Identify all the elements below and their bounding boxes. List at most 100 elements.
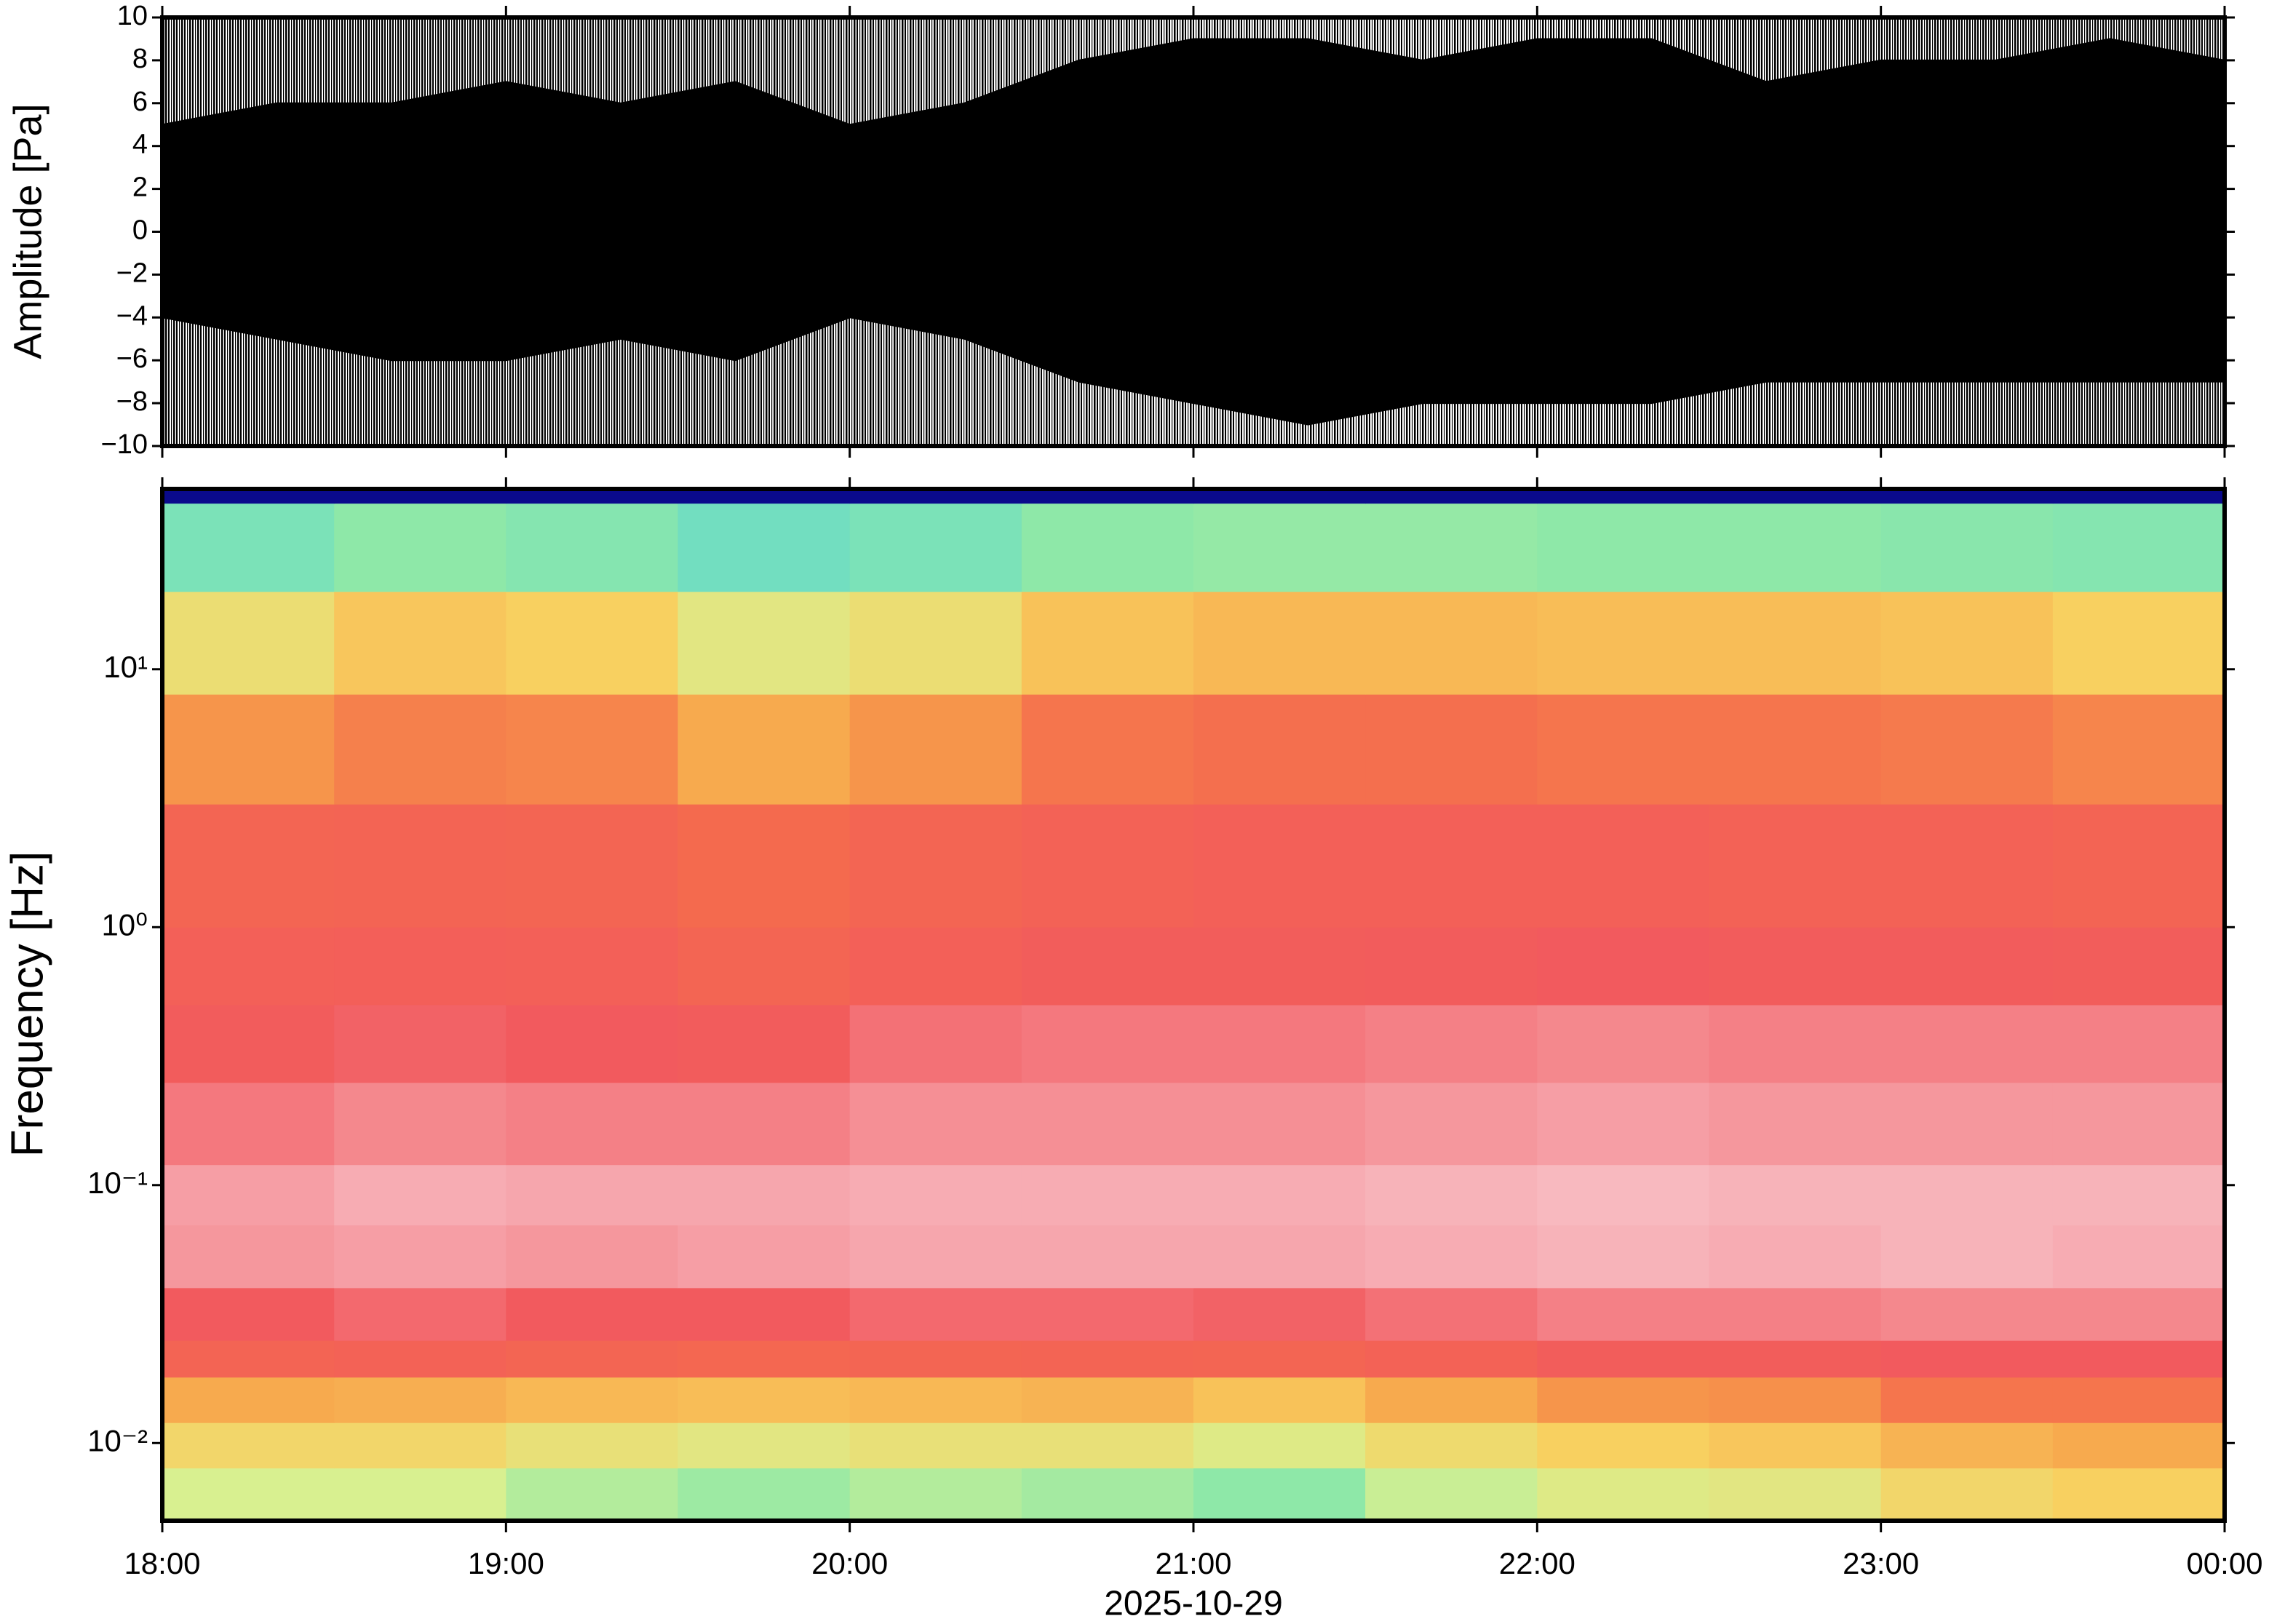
spectrogram-cell: [506, 1082, 678, 1166]
spectrogram-cell: [1365, 1422, 1538, 1469]
spectrogram-cell: [1021, 592, 1194, 695]
spectrogram-cell: [506, 503, 678, 592]
spectrogram-cell: [1021, 1422, 1194, 1469]
spectrogram-cell: [849, 927, 1022, 1006]
spectrogram-cell: [849, 1005, 1022, 1083]
spectrogram-cell: [677, 927, 851, 1006]
spectrogram-cell: [334, 592, 506, 695]
spectrogram-cell: [1021, 1005, 1194, 1083]
spectrogram-cell: [1880, 694, 2054, 805]
spectrogram-cell: [334, 804, 506, 928]
x-tick-label: 20:00: [811, 1546, 888, 1580]
y-tick-label: 10⁰: [101, 907, 148, 942]
spectrogram-cell: [1365, 1164, 1538, 1226]
spectrogram-cell: [1709, 1164, 1882, 1226]
spectrogram-cell: [1880, 1422, 2054, 1469]
spectrogram-cell: [1709, 1422, 1882, 1469]
spectrogram-cell: [1537, 1377, 1709, 1423]
spectrogram-cell: [334, 1287, 506, 1341]
y-axis-label: Frequency [Hz]: [2, 851, 52, 1157]
spectrogram-cell: [677, 592, 851, 695]
spectrogram-cell: [677, 1082, 851, 1166]
spectrogram-cell: [1365, 1005, 1538, 1083]
spectrogram-cell: [1021, 1082, 1194, 1166]
spectrogram-cell: [1880, 1287, 2054, 1341]
spectrogram-cell: [162, 1225, 335, 1289]
plot-frame: [160, 15, 2227, 448]
y-tick-label: 8: [132, 44, 148, 74]
y-tick-label: 6: [132, 87, 148, 117]
spectrogram-cell: [1537, 1468, 1709, 1521]
spectrogram-cell: [849, 1377, 1022, 1423]
y-axis-label: Amplitude [Pa]: [6, 103, 49, 359]
spectrogram-cell: [1021, 1225, 1194, 1289]
spectrogram-cell: [1365, 1340, 1538, 1378]
spectrogram-cell: [677, 1005, 851, 1083]
spectrogram-cell: [1365, 592, 1538, 695]
spectrogram-cell: [162, 804, 335, 928]
y-tick-label: −8: [116, 386, 148, 417]
spectrogram-cell: [1193, 1225, 1366, 1289]
spectrogram-cell: [1880, 927, 2054, 1006]
x-tick-label: 23:00: [1843, 1546, 1919, 1580]
spectrogram-cell: [162, 489, 335, 504]
y-tick-label: −6: [116, 343, 148, 374]
spectrogram-cell: [1537, 1005, 1709, 1083]
spectrogram-cell: [2052, 1225, 2225, 1289]
spectrogram-cell: [849, 804, 1022, 928]
spectrogram-cell: [1537, 927, 1709, 1006]
x-tick-label: 18:00: [124, 1546, 200, 1580]
spectrogram-cell: [334, 1422, 506, 1469]
spectrogram-cell: [2052, 1287, 2225, 1341]
spectrogram-cell: [1021, 927, 1194, 1006]
spectrogram-cell: [1193, 503, 1366, 592]
spectrogram-cell: [1365, 489, 1538, 504]
spectrogram-cell: [677, 503, 851, 592]
spectrogram-cell: [1021, 1468, 1194, 1521]
spectrogram-cell: [2052, 1468, 2225, 1521]
spectrogram-cell: [162, 1377, 335, 1423]
spectrogram-cell: [2052, 503, 2225, 592]
spectrogram-cell: [2052, 592, 2225, 695]
spectrogram-cell: [2052, 1422, 2225, 1469]
spectrogram-cell: [2052, 1005, 2225, 1083]
spectrogram-cell: [849, 1468, 1022, 1521]
spectrogram-cell: [677, 1287, 851, 1341]
spectrogram-cell: [1193, 1468, 1366, 1521]
spectrogram-cell: [1880, 1164, 2054, 1226]
spectrogram-cell: [1021, 1377, 1194, 1423]
spectrogram-cell: [334, 1082, 506, 1166]
spectrogram-cell: [162, 1005, 335, 1083]
x-tick-label: 19:00: [468, 1546, 544, 1580]
spectrogram-cell: [1709, 1340, 1882, 1378]
y-tick-label: 10¹: [103, 650, 148, 684]
spectrogram-cell: [1193, 1340, 1366, 1378]
spectrogram-cell: [1021, 503, 1194, 592]
spectrogram-cell: [1880, 1468, 2054, 1521]
spectrogram-cell: [162, 1422, 335, 1469]
spectrogram-cell: [2052, 694, 2225, 805]
spectrogram-cell: [1193, 804, 1366, 928]
spectrogram-cell: [334, 503, 506, 592]
y-tick-label: 10: [117, 1, 148, 31]
spectrogram-cell: [1709, 1287, 1882, 1341]
spectrogram-cell: [506, 592, 678, 695]
spectrogram-cell: [334, 927, 506, 1006]
spectrogram-cell: [1021, 489, 1194, 504]
spectrogram-cell: [1709, 503, 1882, 592]
x-axis-label: 2025-10-29: [1104, 1585, 1283, 1623]
x-tick-label: 22:00: [1499, 1546, 1575, 1580]
spectrogram-cell: [1709, 592, 1882, 695]
y-tick-label: −10: [101, 429, 148, 460]
spectrogram-cell: [1021, 804, 1194, 928]
spectrogram-cell: [1021, 1287, 1194, 1341]
spectrogram-cell: [677, 1164, 851, 1226]
spectrogram-cell: [1880, 1005, 2054, 1083]
y-tick-label: 10⁻²: [87, 1423, 148, 1457]
spectrogram-cell: [334, 489, 506, 504]
spectrogram-cell: [1880, 592, 2054, 695]
spectrogram-cell: [1193, 694, 1366, 805]
spectrogram-cell: [1537, 1082, 1709, 1166]
spectrogram-cell: [162, 592, 335, 695]
